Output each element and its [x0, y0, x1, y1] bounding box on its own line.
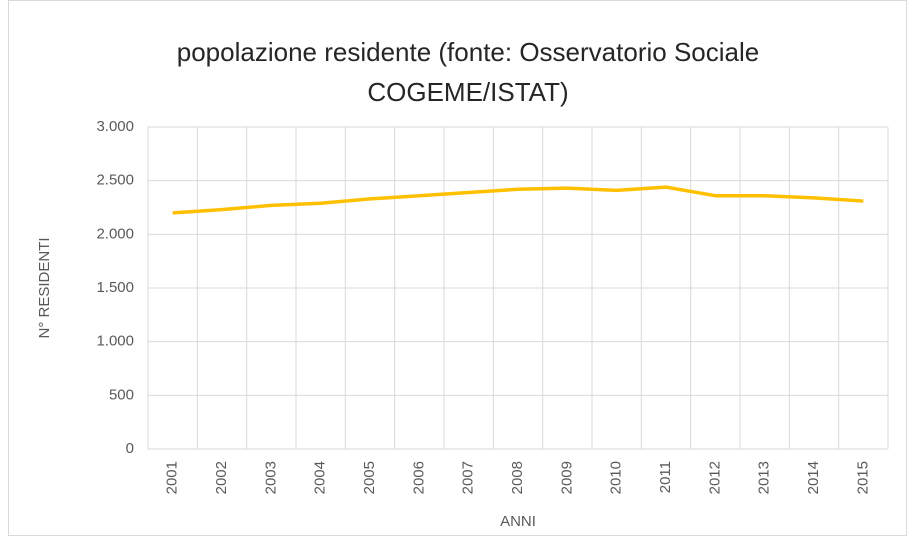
x-tick-label: 2014 [805, 461, 822, 494]
x-tick-label: 2010 [608, 461, 625, 494]
y-tick-label: 0 [126, 440, 134, 457]
x-tick-label: 2005 [361, 461, 378, 494]
x-tick-label: 2002 [213, 461, 230, 494]
x-tick-label: 2004 [312, 461, 329, 494]
y-axis-label: N° RESIDENTI [36, 237, 53, 338]
x-axis-label: ANNI [500, 513, 536, 530]
y-tick-label: 3.000 [96, 118, 134, 135]
x-tick-label: 2015 [854, 461, 871, 494]
x-tick-label: 2003 [262, 461, 279, 494]
y-tick-label: 2.500 [96, 172, 134, 189]
y-tick-label: 500 [109, 386, 134, 403]
x-tick-label: 2011 [657, 461, 674, 493]
chart-border [8, 0, 907, 536]
x-tick-label: 2006 [410, 461, 427, 494]
data-line [172, 185, 864, 215]
y-tick-label: 2.000 [96, 225, 134, 242]
y-tick-label: 1.500 [96, 279, 134, 296]
chart-title: popolazione residente (fonte: Osservator… [176, 37, 760, 107]
x-tick-label: 2001 [164, 461, 181, 494]
x-tick-label: 2008 [509, 461, 526, 494]
y-tick-label: 1.000 [96, 333, 134, 350]
x-tick-label: 2009 [558, 461, 575, 494]
x-tick-label: 2013 [756, 461, 773, 494]
x-tick-label: 2007 [460, 461, 477, 494]
x-tick-label: 2012 [706, 461, 723, 494]
